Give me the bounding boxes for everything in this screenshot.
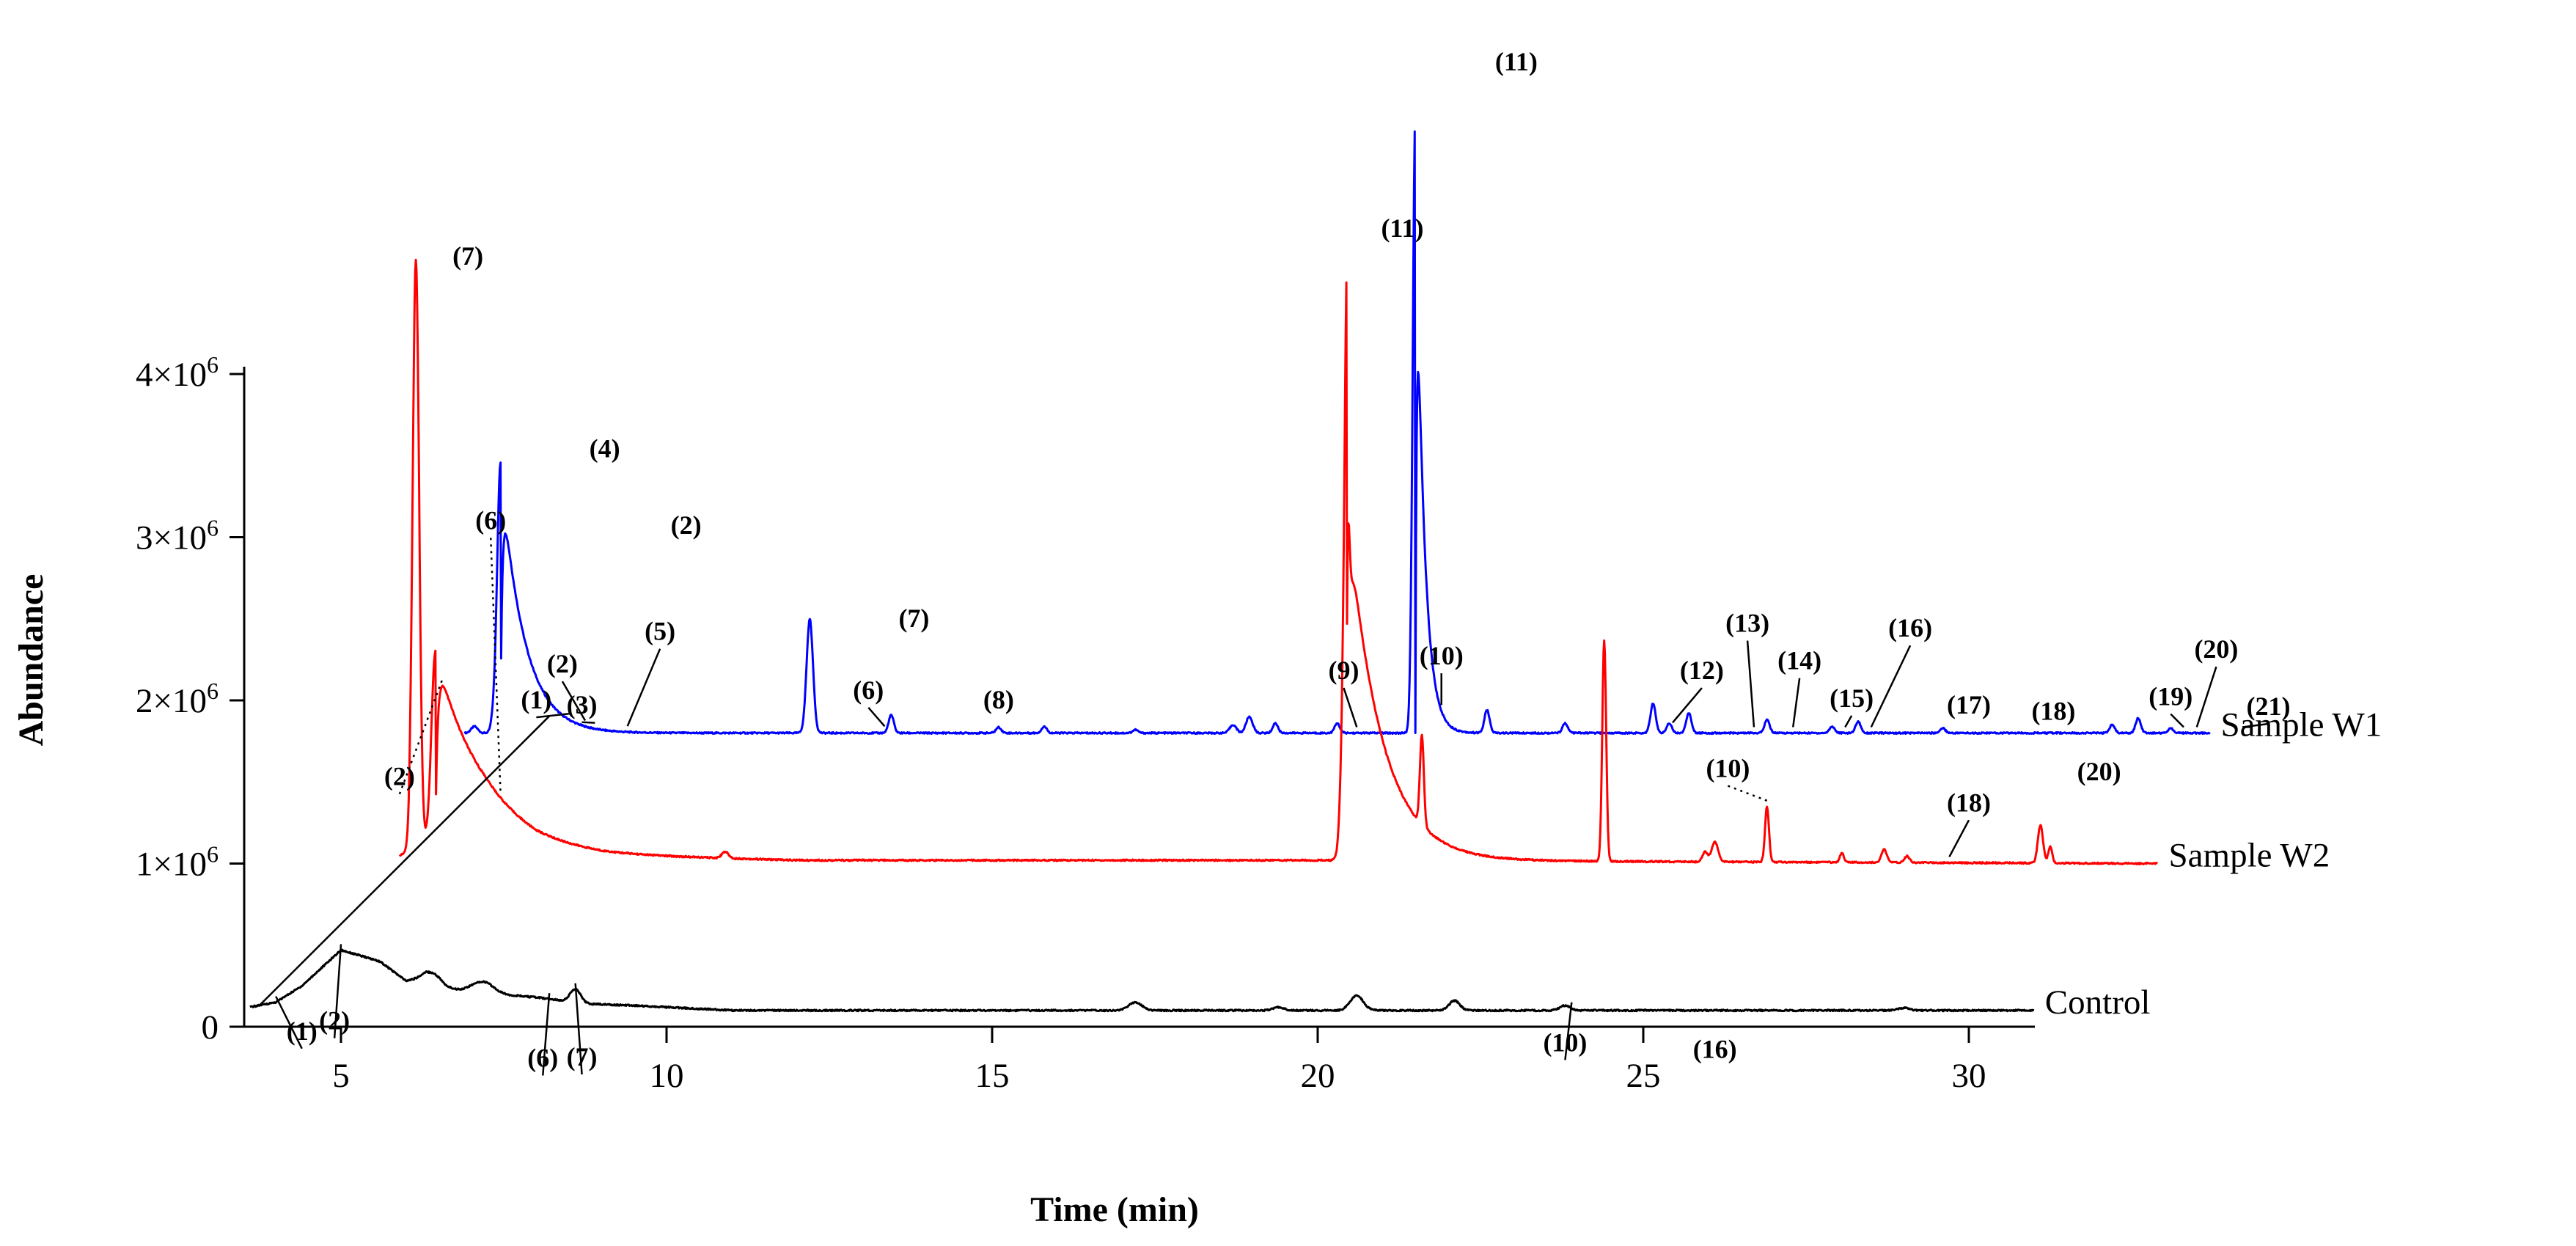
peak-leader-line [1343,687,1358,728]
x-ticks: 5 10 15 20 25 30 [332,1027,1986,1095]
peak-leader-line [561,681,587,722]
peak-label: (5) [645,617,675,646]
peak-label: (6) [527,1044,558,1073]
peak-label: (12) [1680,656,1724,685]
peak-leader-line [489,538,502,792]
peak-leader-line [542,993,551,1076]
series-label: Sample W1 [2221,706,2382,744]
peak-label: (11) [1495,47,1538,76]
peak-label: (16) [1693,1034,1737,1063]
y-tick-label: 1×106 [136,841,219,884]
peak-leader-line [398,680,443,795]
peak-label: (18) [2031,697,2075,726]
series-line-sample-w2 [398,258,2159,865]
y-tick-label: 0 [202,1008,219,1047]
peak-label: (2) [384,762,415,791]
peak-leader-line [581,721,595,724]
series-label: Sample W2 [2169,837,2330,875]
peak-leader-line [2242,722,2269,728]
series-line-control [249,948,2035,1013]
peak-leader-line [626,648,661,727]
peak-label: (2) [319,1006,350,1036]
peak-label: (6) [475,505,506,535]
peak-label: (10) [1706,754,1750,783]
peak-label: (20) [2077,757,2121,786]
peak-label: (20) [2194,634,2238,664]
x-tick-label: 15 [975,1057,1010,1095]
series-label: Control [2045,983,2151,1022]
peak-leader-line [1792,678,1801,728]
peak-label: (14) [1777,646,1821,675]
peak-leader-line [867,706,886,728]
x-tick-label: 5 [332,1057,350,1095]
peak-leader-line [2170,713,2184,728]
peak-leader-line [1844,715,1853,728]
peak-leader-line [1746,640,1755,728]
x-tick-label: 25 [1626,1057,1661,1095]
peak-leader-line [1870,645,1912,728]
x-tick-label: 20 [1301,1057,1335,1095]
peak-leader-line [1727,785,1768,802]
peak-label: (3) [567,690,598,719]
peak-leader-line [1672,687,1703,724]
series-labels: Sample W1 Sample W2 Control [2045,706,2382,1022]
peak-label: (13) [1725,609,1769,638]
series-line-sample-w1 [463,130,2211,735]
y-ticks: 0 1×106 2×106 3×106 4×106 [136,351,244,1047]
peak-label: (17) [1947,690,1991,719]
peak-label: (10) [1420,641,1464,670]
peak-label: (2) [671,510,702,540]
cross-series-leader-line [259,715,551,1006]
peak-label: (6) [853,675,884,705]
peak-labels: (1) (2)(6) (7) (10) (16)(2)(7)(6)(11)(10)(18… [287,47,2291,1072]
peak-label: (1) [521,685,551,714]
y-tick-label: 4×106 [136,351,219,394]
peak-label: (8) [983,685,1014,714]
peak-leader-line [1564,1002,1573,1060]
peak-label: (2) [547,649,578,678]
peak-label: (11) [1381,213,1423,243]
plot-traces [249,130,2211,1013]
peak-label: (16) [1888,613,1932,642]
x-tick-label: 30 [1952,1057,1986,1095]
peak-leader-line [333,944,342,1038]
x-axis-title: Time (min) [1030,1190,1199,1229]
peak-label: (1) [287,1016,318,1046]
peak-label: (7) [898,604,929,633]
axes: 5 10 15 20 25 30 0 1×106 2×106 3×106 4×106 [136,351,2035,1095]
y-tick-label: 3×106 [136,515,219,557]
peak-label: (15) [1830,684,1874,713]
peak-label: (7) [567,1042,598,1071]
peak-label: (4) [590,433,620,463]
peak-leader-line [2195,666,2217,728]
peak-label: (9) [1329,656,1359,685]
peak-leader-line [1948,819,1970,857]
peak-label: (19) [2148,682,2192,711]
peak-label: (18) [1947,788,1991,817]
peak-leader-line [574,983,583,1075]
peak-label: (10) [1543,1027,1587,1057]
peak-label: (7) [452,241,483,271]
peak-leader-line [536,712,569,719]
annotation-leaders [259,538,2269,1076]
peak-leader-line [275,996,303,1049]
x-tick-label: 10 [650,1057,684,1095]
y-axis-title: Abundance [12,574,51,747]
peak-label: (21) [2246,692,2290,721]
y-tick-label: 2×106 [136,678,219,720]
